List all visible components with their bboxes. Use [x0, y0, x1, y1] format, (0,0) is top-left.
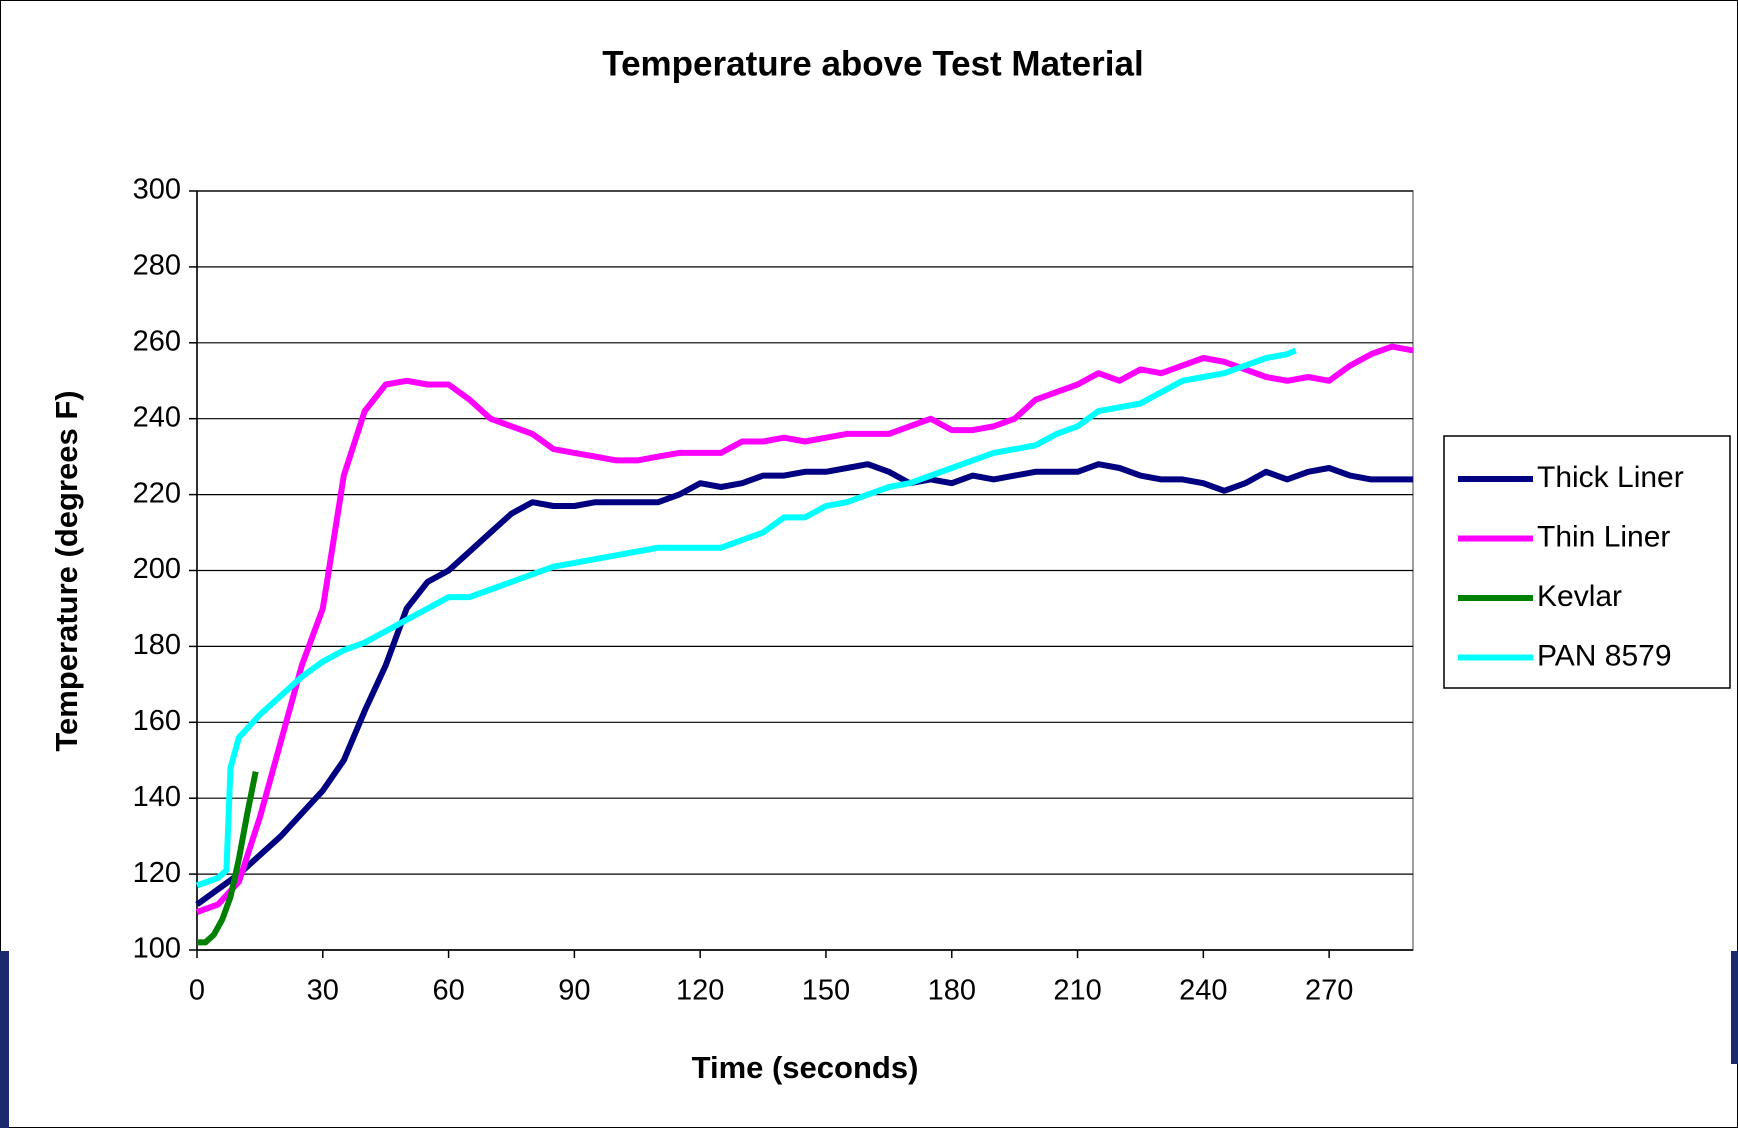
y-tick-label: 200: [133, 553, 181, 585]
y-tick-label: 160: [133, 705, 181, 737]
x-tick-label: 210: [1053, 975, 1101, 1007]
x-tick-label: 30: [307, 975, 339, 1007]
x-tick-label: 180: [928, 975, 976, 1007]
y-tick-label: 240: [133, 401, 181, 433]
y-tick-label: 220: [133, 477, 181, 509]
x-tick-label: 240: [1179, 975, 1227, 1007]
decor-strip: [1731, 951, 1738, 1064]
series-line: [197, 771, 259, 946]
chart-title: Temperature above Test Material: [602, 44, 1143, 83]
y-tick-label: 300: [133, 174, 181, 206]
y-tick-label: 260: [133, 325, 181, 357]
y-axis-title: Temperature (degrees F): [49, 390, 84, 751]
y-tick-label: 120: [133, 857, 181, 889]
x-tick-label: 90: [558, 975, 590, 1007]
y-tick-label: 180: [133, 629, 181, 661]
decor-strip: [0, 951, 9, 1128]
series-line: [195, 343, 1414, 915]
legend-label: Thin Liner: [1537, 520, 1670, 553]
series-line: [195, 347, 1297, 889]
x-tick-label: 150: [802, 975, 850, 1007]
y-tick-label: 100: [133, 933, 181, 965]
x-tick-label: 270: [1305, 975, 1353, 1007]
series-line: [195, 461, 1413, 907]
legend-label: Thick Liner: [1537, 461, 1684, 494]
legend-label: PAN 8579: [1537, 639, 1672, 672]
x-tick-label: 60: [432, 975, 464, 1007]
legend-label: Kevlar: [1537, 580, 1622, 613]
y-tick-label: 280: [133, 250, 181, 282]
y-tick-label: 140: [133, 781, 181, 813]
x-tick-label: 120: [676, 975, 724, 1007]
x-axis-title: Time (seconds): [692, 1050, 919, 1085]
x-tick-label: 0: [189, 975, 205, 1007]
